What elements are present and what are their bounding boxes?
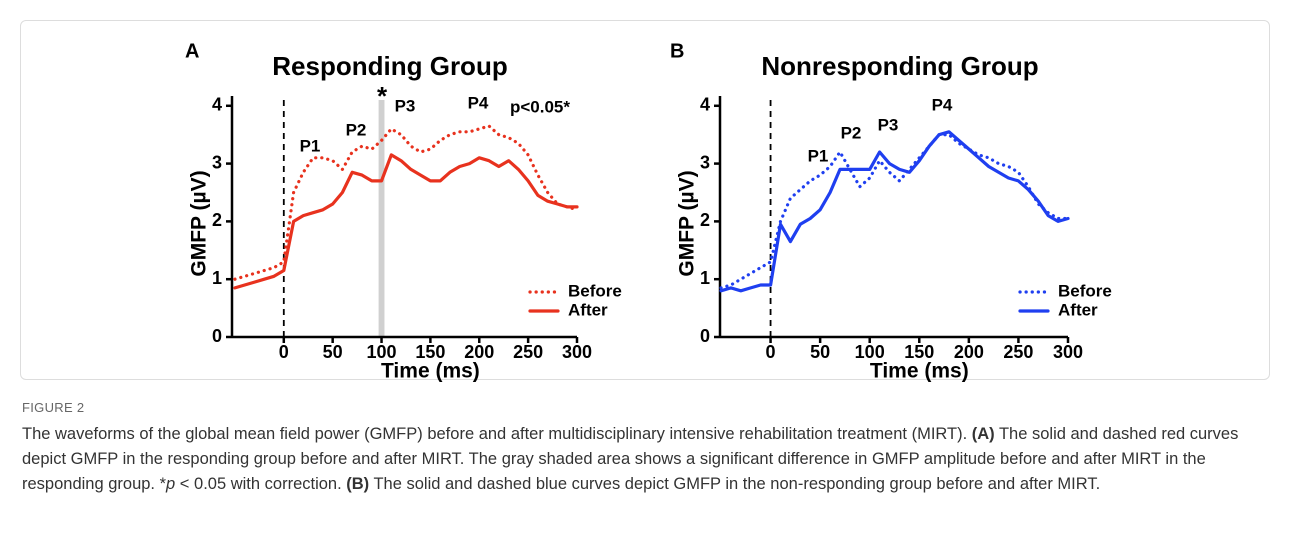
x-tick-label: 150 — [904, 342, 934, 362]
x-tick-label: 50 — [323, 342, 343, 362]
x-tick-label: 0 — [279, 342, 289, 362]
legend-label: After — [1058, 300, 1098, 319]
peak-annotation: p<0.05* — [510, 97, 570, 116]
x-tick-label: 200 — [464, 342, 494, 362]
significance-band — [378, 100, 385, 337]
legend-label: Before — [1058, 281, 1112, 300]
x-tick-label: 200 — [954, 342, 984, 362]
panel-label: A — [185, 40, 199, 62]
x-tick-label: 150 — [415, 342, 445, 362]
y-tick-label: 1 — [212, 268, 222, 288]
peak-annotation: P2 — [346, 120, 367, 139]
y-tick-label: 0 — [700, 326, 710, 346]
peak-annotation: * — [377, 81, 388, 111]
figure-frame — [20, 20, 1270, 380]
chart-title: Responding Group — [272, 51, 507, 81]
figure-caption: The waveforms of the global mean field p… — [22, 422, 1257, 497]
caption-text: The waveforms of the global mean field p… — [22, 425, 972, 443]
chart-title: Nonresponding Group — [761, 51, 1038, 81]
x-tick-label: 300 — [1053, 342, 1083, 362]
x-tick-label: 250 — [513, 342, 543, 362]
legend-label: After — [568, 300, 608, 319]
peak-annotation: P1 — [300, 136, 321, 155]
caption-text: The solid and dashed red curves depict G… — [22, 425, 1239, 493]
figure-label: FIGURE 2 — [22, 400, 85, 415]
y-tick-label: 2 — [700, 210, 710, 230]
peak-annotation: P1 — [808, 146, 829, 165]
x-tick-label: 100 — [367, 342, 397, 362]
caption-text: p — [166, 475, 176, 493]
peak-annotation: P4 — [932, 95, 953, 114]
peak-annotation: P4 — [468, 93, 489, 112]
caption-text: The solid and dashed blue curves depict … — [369, 475, 1101, 493]
caption-text: < 0.05 with correction. — [175, 475, 347, 493]
panel-label: B — [670, 40, 684, 62]
y-tick-label: 3 — [212, 152, 222, 172]
peak-annotation: P3 — [395, 96, 416, 115]
x-tick-label: 50 — [810, 342, 830, 362]
y-tick-label: 2 — [212, 210, 222, 230]
x-tick-label: 300 — [562, 342, 592, 362]
y-tick-label: 0 — [212, 326, 222, 346]
data-line — [233, 153, 579, 290]
x-tick-label: 250 — [1003, 342, 1033, 362]
x-axis-label: Time (ms) — [870, 360, 969, 383]
caption-text: (A) — [971, 425, 995, 443]
data-line — [233, 124, 579, 281]
y-tick-label: 4 — [212, 95, 222, 115]
y-tick-label: 4 — [700, 95, 710, 115]
y-tick-label: 3 — [700, 152, 710, 172]
y-tick-label: 1 — [700, 268, 710, 288]
y-axis-label: GMFP (µV) — [188, 170, 211, 276]
x-tick-label: 0 — [766, 342, 776, 362]
figure-charts: A Responding Group Time (ms) GMFP (µV) 0 1 2 3 4… — [185, 40, 1112, 383]
peak-annotation: P3 — [878, 115, 899, 134]
x-tick-label: 100 — [855, 342, 885, 362]
peak-annotation: P2 — [841, 123, 862, 142]
y-axis-label: GMFP (µV) — [676, 170, 699, 276]
data-line — [719, 130, 1070, 293]
legend-label: Before — [568, 281, 622, 300]
x-axis-label: Time (ms) — [381, 360, 480, 383]
caption-text: (B) — [346, 475, 370, 493]
